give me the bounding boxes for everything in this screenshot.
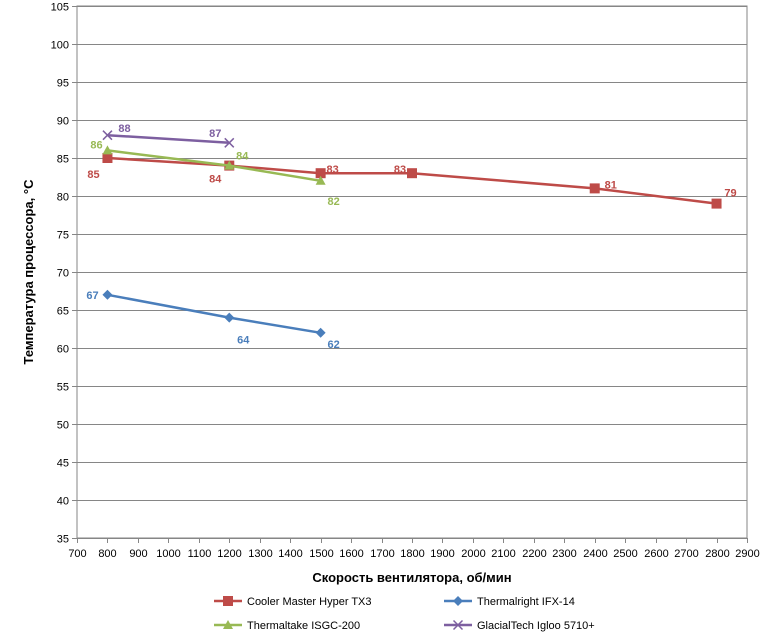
y-tick-label: 80 — [57, 192, 69, 204]
gridlines — [77, 6, 747, 539]
legend-label: Thermaltake ISGC-200 — [247, 620, 360, 632]
data-label: 64 — [237, 335, 250, 347]
legend-marker — [453, 596, 463, 606]
y-tick-label: 70 — [57, 268, 69, 280]
x-tick-label: 2100 — [491, 548, 515, 560]
x-tick-label: 2800 — [705, 548, 729, 560]
data-point — [224, 160, 235, 170]
series-thermalright-ifx-14 — [102, 289, 326, 338]
x-tick-label: 700 — [68, 548, 86, 560]
data-label: 87 — [209, 128, 221, 140]
y-tick-label: 40 — [57, 496, 69, 508]
series-line — [107, 293, 321, 335]
x-tick-label: 1800 — [400, 548, 424, 560]
data-point — [224, 312, 235, 323]
series-line — [107, 133, 230, 145]
data-point — [589, 183, 600, 194]
data-label: 67 — [86, 290, 98, 302]
x-tick-label: 2500 — [613, 548, 637, 560]
legend-label: Cooler Master Hyper TX3 — [247, 596, 372, 608]
y-tick-label: 50 — [57, 420, 69, 432]
y-axis-title: Температура процессора, °C — [21, 179, 36, 365]
x-tick-label: 2300 — [552, 548, 576, 560]
x-tick-label: 1400 — [278, 548, 302, 560]
data-label: 81 — [605, 179, 617, 191]
data-point — [102, 289, 113, 300]
data-label: 85 — [87, 169, 99, 181]
y-tick-label: 60 — [57, 344, 69, 356]
data-point — [407, 168, 417, 179]
legend-item: GlacialTech Igloo 5710+ — [444, 619, 595, 632]
x-tick-label: 1000 — [156, 548, 180, 560]
data-labels: 85 84 83 83 81 79 86 84 82 67 64 62 88 87 — [86, 123, 736, 351]
x-tick-label: 1900 — [430, 548, 454, 560]
data-label: 82 — [328, 196, 340, 208]
legend-item: Thermaltake ISGC-200 — [214, 620, 360, 632]
data-label: 79 — [724, 188, 736, 200]
x-tick-label: 1600 — [339, 548, 363, 560]
y-tick-label: 55 — [57, 382, 69, 394]
x-axis-title: Скорость вентилятора, об/мин — [312, 570, 511, 585]
x-tick-label: 900 — [129, 548, 147, 560]
x-tick-label: 2900 — [735, 548, 759, 560]
data-label: 83 — [327, 164, 339, 176]
data-point — [224, 137, 235, 148]
x-tick-label: 1100 — [188, 548, 212, 560]
data-label: 88 — [118, 123, 130, 135]
legend-marker — [452, 619, 464, 631]
data-point — [102, 153, 113, 163]
legend: Cooler Master Hyper TX3 Thermalright IFX-… — [214, 596, 595, 632]
legend-label: Thermalright IFX-14 — [477, 596, 575, 608]
data-label: 86 — [90, 139, 102, 151]
x-tick-label: 1700 — [370, 548, 394, 560]
data-label: 84 — [236, 151, 249, 163]
series-line — [107, 156, 717, 205]
y-tick-label: 75 — [57, 230, 69, 242]
data-point — [711, 198, 722, 209]
x-tick-label: 1300 — [248, 548, 272, 560]
legend-item: Thermalright IFX-14 — [444, 596, 575, 608]
series-thermaltake-isgc-200 — [102, 145, 326, 185]
legend-label: GlacialTech Igloo 5710+ — [477, 620, 595, 632]
x-tick-label: 800 — [98, 548, 116, 560]
x-tick-label: 2200 — [522, 548, 546, 560]
series-glacialtech-igloo-5710- — [102, 130, 235, 148]
data-point — [102, 145, 113, 155]
data-label: 62 — [328, 339, 340, 351]
x-tick-label: 2600 — [644, 548, 668, 560]
x-tick-label: 1500 — [309, 548, 333, 560]
y-tick-label: 100 — [51, 40, 69, 52]
x-tick-label: 2400 — [583, 548, 607, 560]
data-label: 83 — [394, 164, 406, 176]
y-tick-label: 85 — [57, 154, 69, 166]
x-axis-ticks: 700 800 900 1000 1100 1200 1300 1400 1500 1600 170… — [68, 538, 760, 560]
y-tick-label: 105 — [51, 2, 69, 14]
x-tick-label: 2000 — [461, 548, 485, 560]
data-label: 84 — [209, 174, 222, 186]
x-tick-label: 1200 — [217, 548, 241, 560]
y-axis-ticks: 35 40 45 50 55 60 65 70 75 80 85 90 95 100 105 — [51, 2, 77, 546]
data-point — [315, 327, 326, 338]
y-tick-label: 35 — [57, 534, 69, 546]
legend-marker — [223, 620, 233, 629]
x-tick-label: 2700 — [674, 548, 698, 560]
data-point — [102, 130, 113, 141]
legend-item: Cooler Master Hyper TX3 — [214, 596, 372, 608]
y-tick-label: 90 — [57, 116, 69, 128]
y-tick-label: 65 — [57, 306, 69, 318]
legend-marker — [223, 596, 233, 606]
data-point — [315, 175, 326, 185]
y-tick-label: 45 — [57, 458, 69, 470]
series-layer — [102, 130, 722, 338]
y-tick-label: 95 — [57, 78, 69, 90]
